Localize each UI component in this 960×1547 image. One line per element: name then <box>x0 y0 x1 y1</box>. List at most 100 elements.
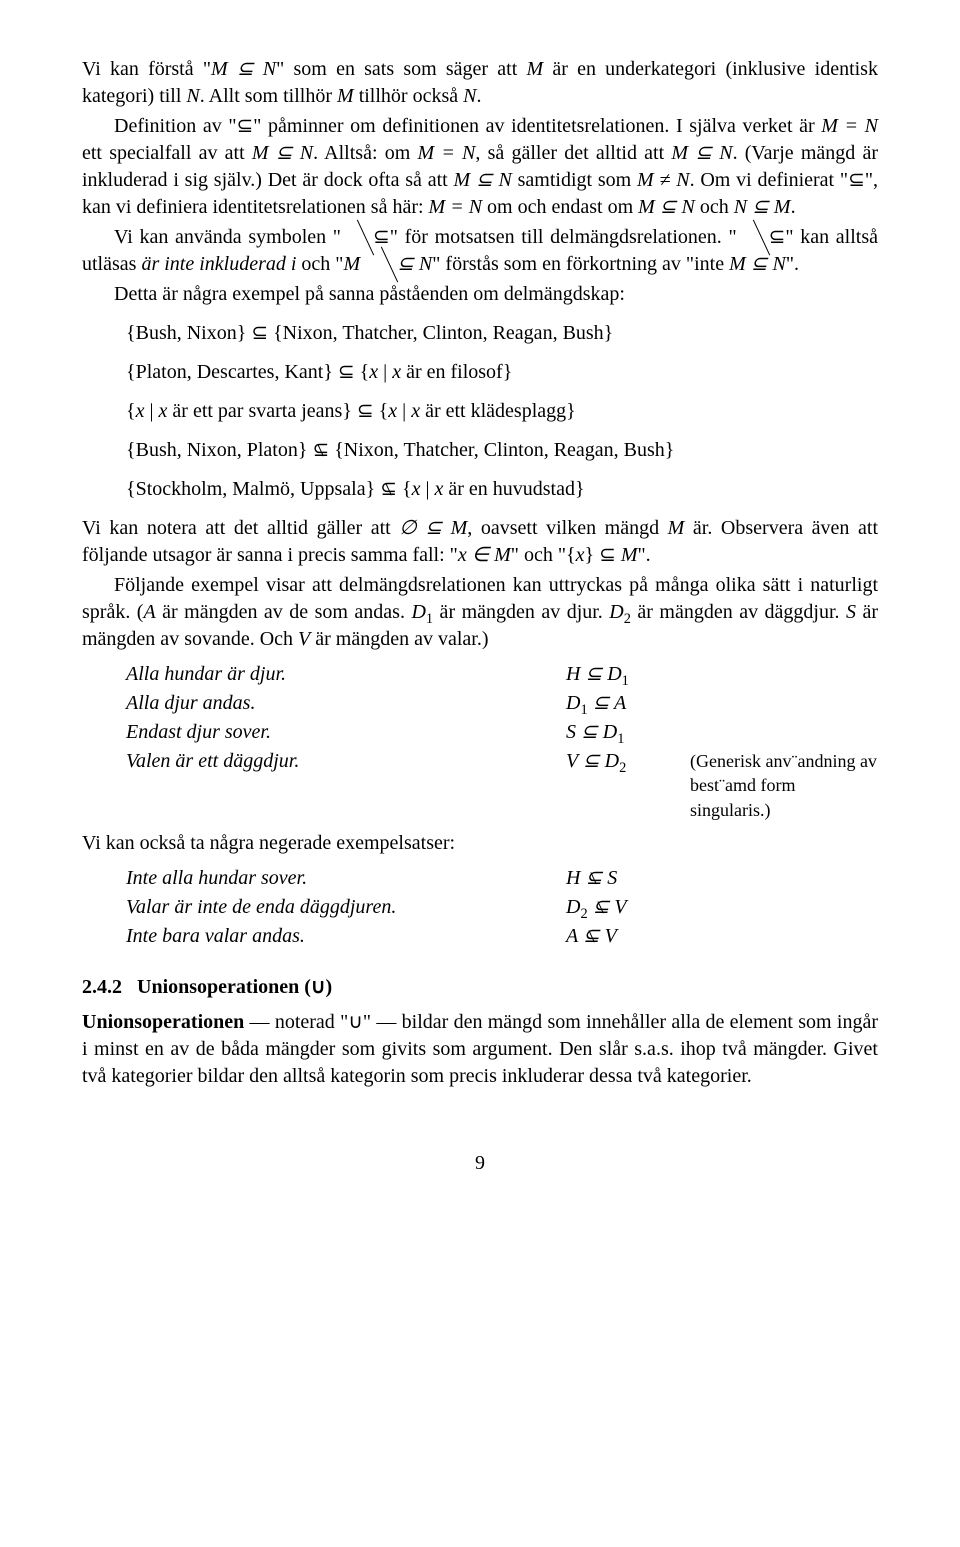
t: D <box>566 692 580 714</box>
t: är mängden av djur. <box>433 601 609 623</box>
statement-symbol: D2 ⊆ V <box>566 894 686 921</box>
t: om och endast om <box>482 196 638 218</box>
statement-symbol: D1 ⊆ A <box>566 690 686 717</box>
t: { <box>126 400 136 422</box>
statement-text: Inte bara valar andas. <box>126 923 566 950</box>
para-intro: Vi kan förstå "M ⊆ N" som en sats som sä… <box>82 56 878 110</box>
t: (Generisk anv¨andning av <box>690 751 877 771</box>
statement-symbol: H ⊆ S <box>566 865 686 892</box>
t: best¨amd form singularis.) <box>690 775 795 819</box>
t: är ett klädesplagg} <box>420 400 576 422</box>
statement-text: Endast djur sover. <box>126 719 566 746</box>
sub: 1 <box>426 611 433 627</box>
m: D <box>609 601 623 623</box>
t: och " <box>296 253 343 275</box>
m: M ⊆ N <box>343 253 432 275</box>
m: x <box>392 361 401 383</box>
statement-row: Valar är inte de enda däggdjuren. D2 ⊆ V <box>126 894 878 921</box>
para-def: Definition av "⊆" påminner om definition… <box>82 113 878 221</box>
para-lang: Följande exempel visar att delmängdsrela… <box>82 572 878 653</box>
m: M = N <box>429 196 483 218</box>
statements-block-neg: Inte alla hundar sover. H ⊆ S Valar är i… <box>82 865 878 950</box>
t: är en huvudstad} <box>443 478 584 500</box>
sub: 1 <box>617 731 624 747</box>
t: V <box>600 925 617 947</box>
t: S ⊆ D <box>566 721 617 743</box>
m: A <box>143 601 155 623</box>
t: samtidigt som <box>512 169 637 191</box>
t: ". <box>638 544 651 566</box>
m: M ⊆ N <box>638 196 695 218</box>
sub: 1 <box>580 702 587 718</box>
m: ∅ ⊆ <box>399 517 450 539</box>
t: . Allt som tillhör <box>200 85 337 107</box>
m: M <box>526 58 543 80</box>
m: M = N <box>417 142 475 164</box>
t: " förstås som en förkortning av "inte <box>432 253 729 275</box>
t: . Alltså: om <box>313 142 417 164</box>
m: N <box>186 85 199 107</box>
m: x ∈ M <box>458 544 511 566</box>
statement-text: Alla djur andas. <box>126 690 566 717</box>
m: M ⊆ N <box>252 142 313 164</box>
statement-symbol: V ⊆ D2 <box>566 748 686 775</box>
t: är mängden av valar.) <box>310 628 488 650</box>
section-number: 2.4.2 <box>82 976 122 998</box>
statement-symbol: A ⊆ V <box>566 923 686 950</box>
t: H <box>566 867 585 889</box>
t: } ⊆ <box>584 544 620 566</box>
nsub-icon: ⊆ <box>312 437 329 464</box>
t: V ⊆ D <box>566 750 619 772</box>
t: | <box>378 361 392 383</box>
nsub-icon: ⊆ <box>380 476 397 503</box>
t: {Platon, Descartes, Kant} ⊆ { <box>126 361 369 383</box>
statement-row: Inte alla hundar sover. H ⊆ S <box>126 865 878 892</box>
t: är inte inkluderad i <box>141 253 296 275</box>
nsub-icon: ⊆ <box>585 865 602 892</box>
example-row: {Stockholm, Malmö, Uppsala} ⊆ {x | x är … <box>126 476 878 503</box>
example-block: {Bush, Nixon} ⊆ {Nixon, Thatcher, Clinto… <box>82 320 878 503</box>
nsub-icon: ⊆ <box>341 224 390 251</box>
t: ". <box>786 253 799 275</box>
sub: 2 <box>619 760 626 776</box>
t: S <box>602 867 617 889</box>
statement-row: Inte bara valar andas. A ⊆ V <box>126 923 878 950</box>
example-row: {Bush, Nixon, Platon} ⊆ {Nixon, Thatcher… <box>126 437 878 464</box>
statement-text: Alla hundar är djur. <box>126 661 566 688</box>
sub: 2 <box>580 906 587 922</box>
para-neg-intro: Vi kan också ta några negerade exempelsa… <box>82 830 878 857</box>
m: N <box>463 85 476 107</box>
t: " och "{ <box>511 544 576 566</box>
t: ett specialfall av att <box>82 142 252 164</box>
para-note: Vi kan notera att det alltid gäller att … <box>82 515 878 569</box>
t: " som en sats som säger att <box>276 58 526 80</box>
t: D <box>566 896 580 918</box>
m: M <box>337 85 354 107</box>
t: Definition av "⊆" påminner om definition… <box>114 115 821 137</box>
statement-symbol: S ⊆ D1 <box>566 719 686 746</box>
m: M <box>451 517 468 539</box>
para-union: Unionsoperationen — noterad "∪" — bildar… <box>82 1009 878 1090</box>
example-row: {x | x är ett par svarta jeans} ⊆ {x | x… <box>126 398 878 425</box>
t: {Bush, Nixon, Platon} <box>126 439 312 461</box>
t: H ⊆ D <box>566 663 622 685</box>
nsub-icon: ⊆ <box>365 251 414 278</box>
statement-note: (Generisk anv¨andning av best¨amd form s… <box>690 749 878 822</box>
t: Vi kan notera att det alltid gäller att <box>82 517 399 539</box>
example-row: {Platon, Descartes, Kant} ⊆ {x | x är en… <box>126 359 878 386</box>
m: M ⊆ N <box>671 142 732 164</box>
section-title: Unionsoperationen (∪) <box>137 976 332 998</box>
t: är mängden av de som andas. <box>156 601 412 623</box>
nsub-icon: ⊆ <box>583 923 600 950</box>
t: , så gäller det alltid att <box>475 142 671 164</box>
t: | <box>145 400 159 422</box>
t: | <box>420 478 434 500</box>
m: S <box>846 601 856 623</box>
t: , oavsett vilken mängd <box>467 517 667 539</box>
m: V <box>298 628 310 650</box>
t: Unionsoperationen <box>82 1011 244 1033</box>
m: M <box>621 544 638 566</box>
t: är ett par svarta jeans} ⊆ { <box>167 400 388 422</box>
m: M ⊆ N <box>454 169 512 191</box>
m: M = N <box>821 115 878 137</box>
